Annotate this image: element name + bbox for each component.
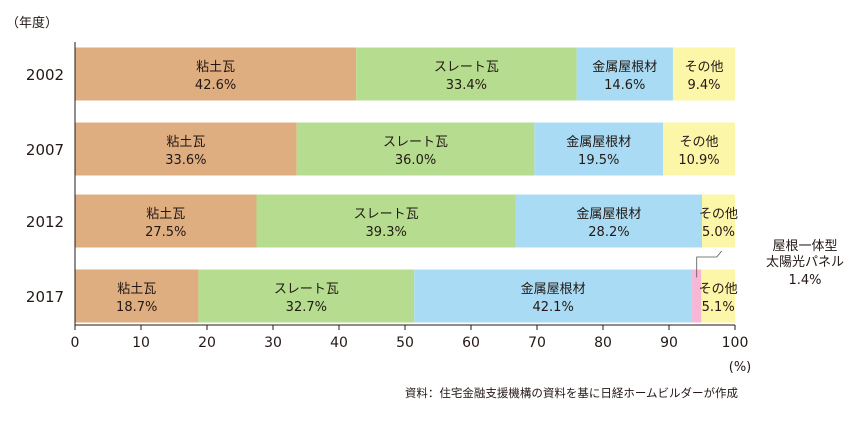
segment-name-2017-3: 金属屋根材 bbox=[521, 281, 586, 297]
x-tick-label-100: 100 bbox=[722, 335, 749, 351]
bar-segment-2002-2 bbox=[356, 47, 577, 101]
segment-name-2007-1: 粘土瓦 bbox=[166, 135, 205, 150]
x-tick-label-10: 10 bbox=[132, 335, 150, 351]
bar-segment-2007-2 bbox=[296, 122, 535, 176]
x-axis-unit-label: (%) bbox=[729, 360, 752, 375]
segment-name-2017-5: その他 bbox=[699, 282, 738, 297]
bar-segment-2002-5 bbox=[672, 47, 735, 101]
data-label-2012-1: 27.5% bbox=[145, 225, 186, 240]
source-note: 資料：住宅金融支援機構の資料を基に日経ホームビルダーが作成 bbox=[405, 386, 739, 400]
x-tick-label-30: 30 bbox=[264, 335, 282, 351]
data-label-2002-2: 33.4% bbox=[446, 78, 487, 93]
x-tick-label-0: 0 bbox=[71, 335, 80, 351]
x-tick-label-90: 90 bbox=[660, 335, 678, 351]
segment-name-2007-2: スレート瓦 bbox=[383, 135, 448, 150]
data-label-2012-5: 5.0% bbox=[702, 225, 735, 240]
y-axis-unit-label: （年度） bbox=[6, 15, 58, 31]
category-label-2012: 2012 bbox=[26, 213, 64, 231]
bars-layer: 2002 粘土瓦 42.6% スレート瓦 33.4% 金属屋根材 14.6% その他 9.4% 2… bbox=[26, 47, 844, 323]
data-label-2007-5: 10.9% bbox=[678, 153, 719, 168]
data-label-2017-2: 32.7% bbox=[286, 300, 327, 315]
x-tick-label-80: 80 bbox=[594, 335, 612, 351]
data-label-2007-3: 19.5% bbox=[578, 153, 619, 168]
data-label-2002-5: 9.4% bbox=[687, 78, 720, 93]
bar-segment-2017-1 bbox=[75, 269, 199, 323]
segment-name-2002-2: スレート瓦 bbox=[434, 60, 499, 75]
data-label-2017-1: 18.7% bbox=[116, 300, 157, 315]
segment-name-2017-2: スレート瓦 bbox=[274, 282, 339, 297]
category-label-2007: 2007 bbox=[26, 141, 64, 159]
callout-leader-line bbox=[696, 250, 723, 278]
bar-segment-2012-3 bbox=[515, 194, 702, 248]
segment-name-2002-1: 粘土瓦 bbox=[196, 60, 235, 75]
x-tick-label-20: 20 bbox=[198, 335, 216, 351]
segment-name-2012-1: 粘土瓦 bbox=[146, 207, 185, 222]
category-label-2002: 2002 bbox=[26, 66, 64, 84]
callout-name-line-2: 太陽光パネル bbox=[766, 255, 844, 270]
x-tick-label-50: 50 bbox=[396, 335, 414, 351]
segment-name-2012-2: スレート瓦 bbox=[354, 207, 419, 222]
data-label-2002-3: 14.6% bbox=[604, 78, 645, 93]
bar-segment-2017-2 bbox=[198, 269, 415, 323]
data-label-2012-3: 28.2% bbox=[588, 225, 629, 240]
segment-name-2007-3: 金属屋根材 bbox=[566, 134, 631, 150]
x-tick-label-70: 70 bbox=[528, 335, 546, 351]
callout-value-label: 1.4% bbox=[788, 273, 821, 288]
x-tick-label-60: 60 bbox=[462, 335, 480, 351]
bar-segment-2007-3 bbox=[534, 122, 664, 176]
bar-segment-2002-1 bbox=[75, 47, 357, 101]
segment-name-2012-3: 金属屋根材 bbox=[576, 206, 641, 222]
segment-name-2002-3: 金属屋根材 bbox=[592, 59, 657, 75]
data-label-2002-1: 42.6% bbox=[195, 78, 236, 93]
bar-segment-2012-1 bbox=[75, 194, 257, 248]
data-label-2007-1: 33.6% bbox=[165, 153, 206, 168]
bar-segment-2017-4 bbox=[692, 269, 702, 323]
x-tick-label-40: 40 bbox=[330, 335, 348, 351]
data-label-2012-2: 39.3% bbox=[366, 225, 407, 240]
segment-name-2007-5: その他 bbox=[680, 135, 719, 150]
segment-name-2002-5: その他 bbox=[684, 60, 723, 75]
callout-name-line-1: 屋根一体型 bbox=[772, 239, 837, 254]
bar-segment-2012-5 bbox=[702, 194, 735, 248]
bar-segment-2017-3 bbox=[414, 269, 693, 323]
bar-segment-2012-2 bbox=[256, 194, 516, 248]
segment-name-2012-5: その他 bbox=[699, 207, 738, 222]
data-label-2007-2: 36.0% bbox=[395, 153, 436, 168]
bar-segment-2002-3 bbox=[576, 47, 673, 101]
bar-segment-2007-1 bbox=[75, 122, 297, 176]
category-label-2017: 2017 bbox=[26, 288, 64, 306]
bar-segment-2007-5 bbox=[663, 122, 735, 176]
data-label-2017-5: 5.1% bbox=[702, 300, 735, 315]
segment-name-2017-1: 粘土瓦 bbox=[117, 282, 156, 297]
x-axis: 0 10 20 30 40 50 60 70 80 90 100 bbox=[71, 42, 749, 351]
bar-segment-2017-5 bbox=[701, 269, 735, 323]
data-label-2017-3: 42.1% bbox=[533, 300, 574, 315]
